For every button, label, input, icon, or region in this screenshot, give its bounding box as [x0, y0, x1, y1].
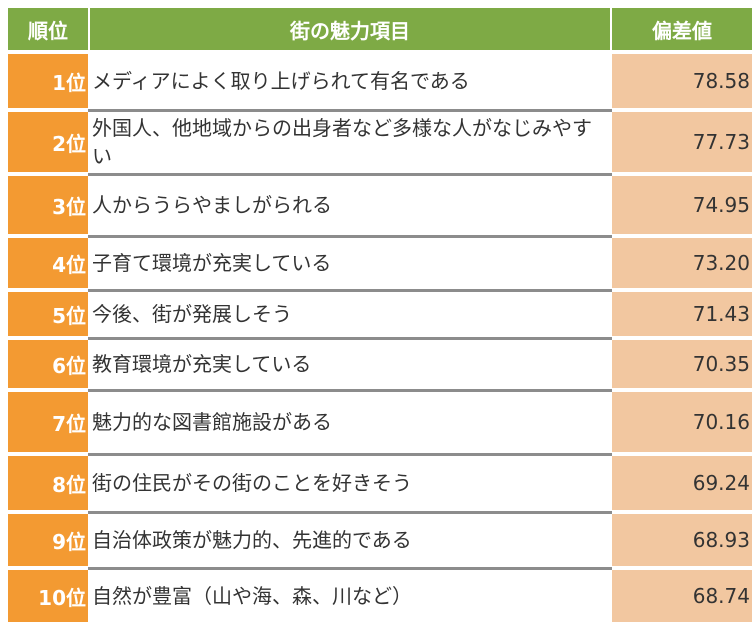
row-separator [88, 173, 612, 176]
table-row: 10位 自然が豊富（山や海、森、川など） 68.74 [0, 570, 754, 622]
item-cell: 子育て環境が充実している [90, 238, 610, 288]
rank-cell: 7位 [8, 392, 88, 452]
item-cell: 外国人、他地域からの出身者など多様な人がなじみやすい [90, 112, 610, 172]
score-cell: 69.24 [612, 456, 752, 510]
rank-cell: 2位 [8, 112, 88, 172]
row-separator [88, 337, 612, 340]
row-separator [88, 235, 612, 238]
rank-cell: 9位 [8, 514, 88, 566]
table-row: 3位 人からうらやましがられる 74.95 [0, 176, 754, 234]
score-cell: 71.43 [612, 292, 752, 336]
item-cell: 今後、街が発展しそう [90, 292, 610, 336]
header-score: 偏差値 [612, 8, 752, 50]
item-cell: 人からうらやましがられる [90, 176, 610, 234]
table-row: 2位 外国人、他地域からの出身者など多様な人がなじみやすい 77.73 [0, 112, 754, 172]
row-separator [88, 389, 612, 392]
item-cell: 街の住民がその街のことを好きそう [90, 456, 610, 510]
item-cell: 自然が豊富（山や海、森、川など） [90, 570, 610, 622]
item-cell: 教育環境が充実している [90, 340, 610, 388]
table-row: 7位 魅力的な図書館施設がある 70.16 [0, 392, 754, 452]
table-row: 4位 子育て環境が充実している 73.20 [0, 238, 754, 288]
header-item: 街の魅力項目 [90, 8, 610, 50]
score-cell: 74.95 [612, 176, 752, 234]
rank-cell: 6位 [8, 340, 88, 388]
item-cell: 魅力的な図書館施設がある [90, 392, 610, 452]
item-cell: メディアによく取り上げられて有名である [90, 54, 610, 108]
score-cell: 70.16 [612, 392, 752, 452]
score-cell: 70.35 [612, 340, 752, 388]
row-separator [88, 453, 612, 456]
row-separator [88, 511, 612, 514]
rank-cell: 5位 [8, 292, 88, 336]
score-cell: 78.58 [612, 54, 752, 108]
table-row: 5位 今後、街が発展しそう 71.43 [0, 292, 754, 336]
score-cell: 73.20 [612, 238, 752, 288]
header-rank: 順位 [8, 8, 88, 50]
row-separator [88, 289, 612, 292]
table-row: 1位 メディアによく取り上げられて有名である 78.58 [0, 54, 754, 108]
score-cell: 68.74 [612, 570, 752, 622]
rank-cell: 10位 [8, 570, 88, 622]
table-row: 9位 自治体政策が魅力的、先進的である 68.93 [0, 514, 754, 566]
score-cell: 68.93 [612, 514, 752, 566]
rank-cell: 4位 [8, 238, 88, 288]
score-cell: 77.73 [612, 112, 752, 172]
row-separator [88, 109, 612, 112]
table-header: 順位 街の魅力項目 偏差値 [0, 8, 754, 50]
row-separator [88, 567, 612, 570]
table-row: 6位 教育環境が充実している 70.35 [0, 340, 754, 388]
rank-cell: 8位 [8, 456, 88, 510]
rank-cell: 3位 [8, 176, 88, 234]
table-row: 8位 街の住民がその街のことを好きそう 69.24 [0, 456, 754, 510]
rank-cell: 1位 [8, 54, 88, 108]
item-cell: 自治体政策が魅力的、先進的である [90, 514, 610, 566]
